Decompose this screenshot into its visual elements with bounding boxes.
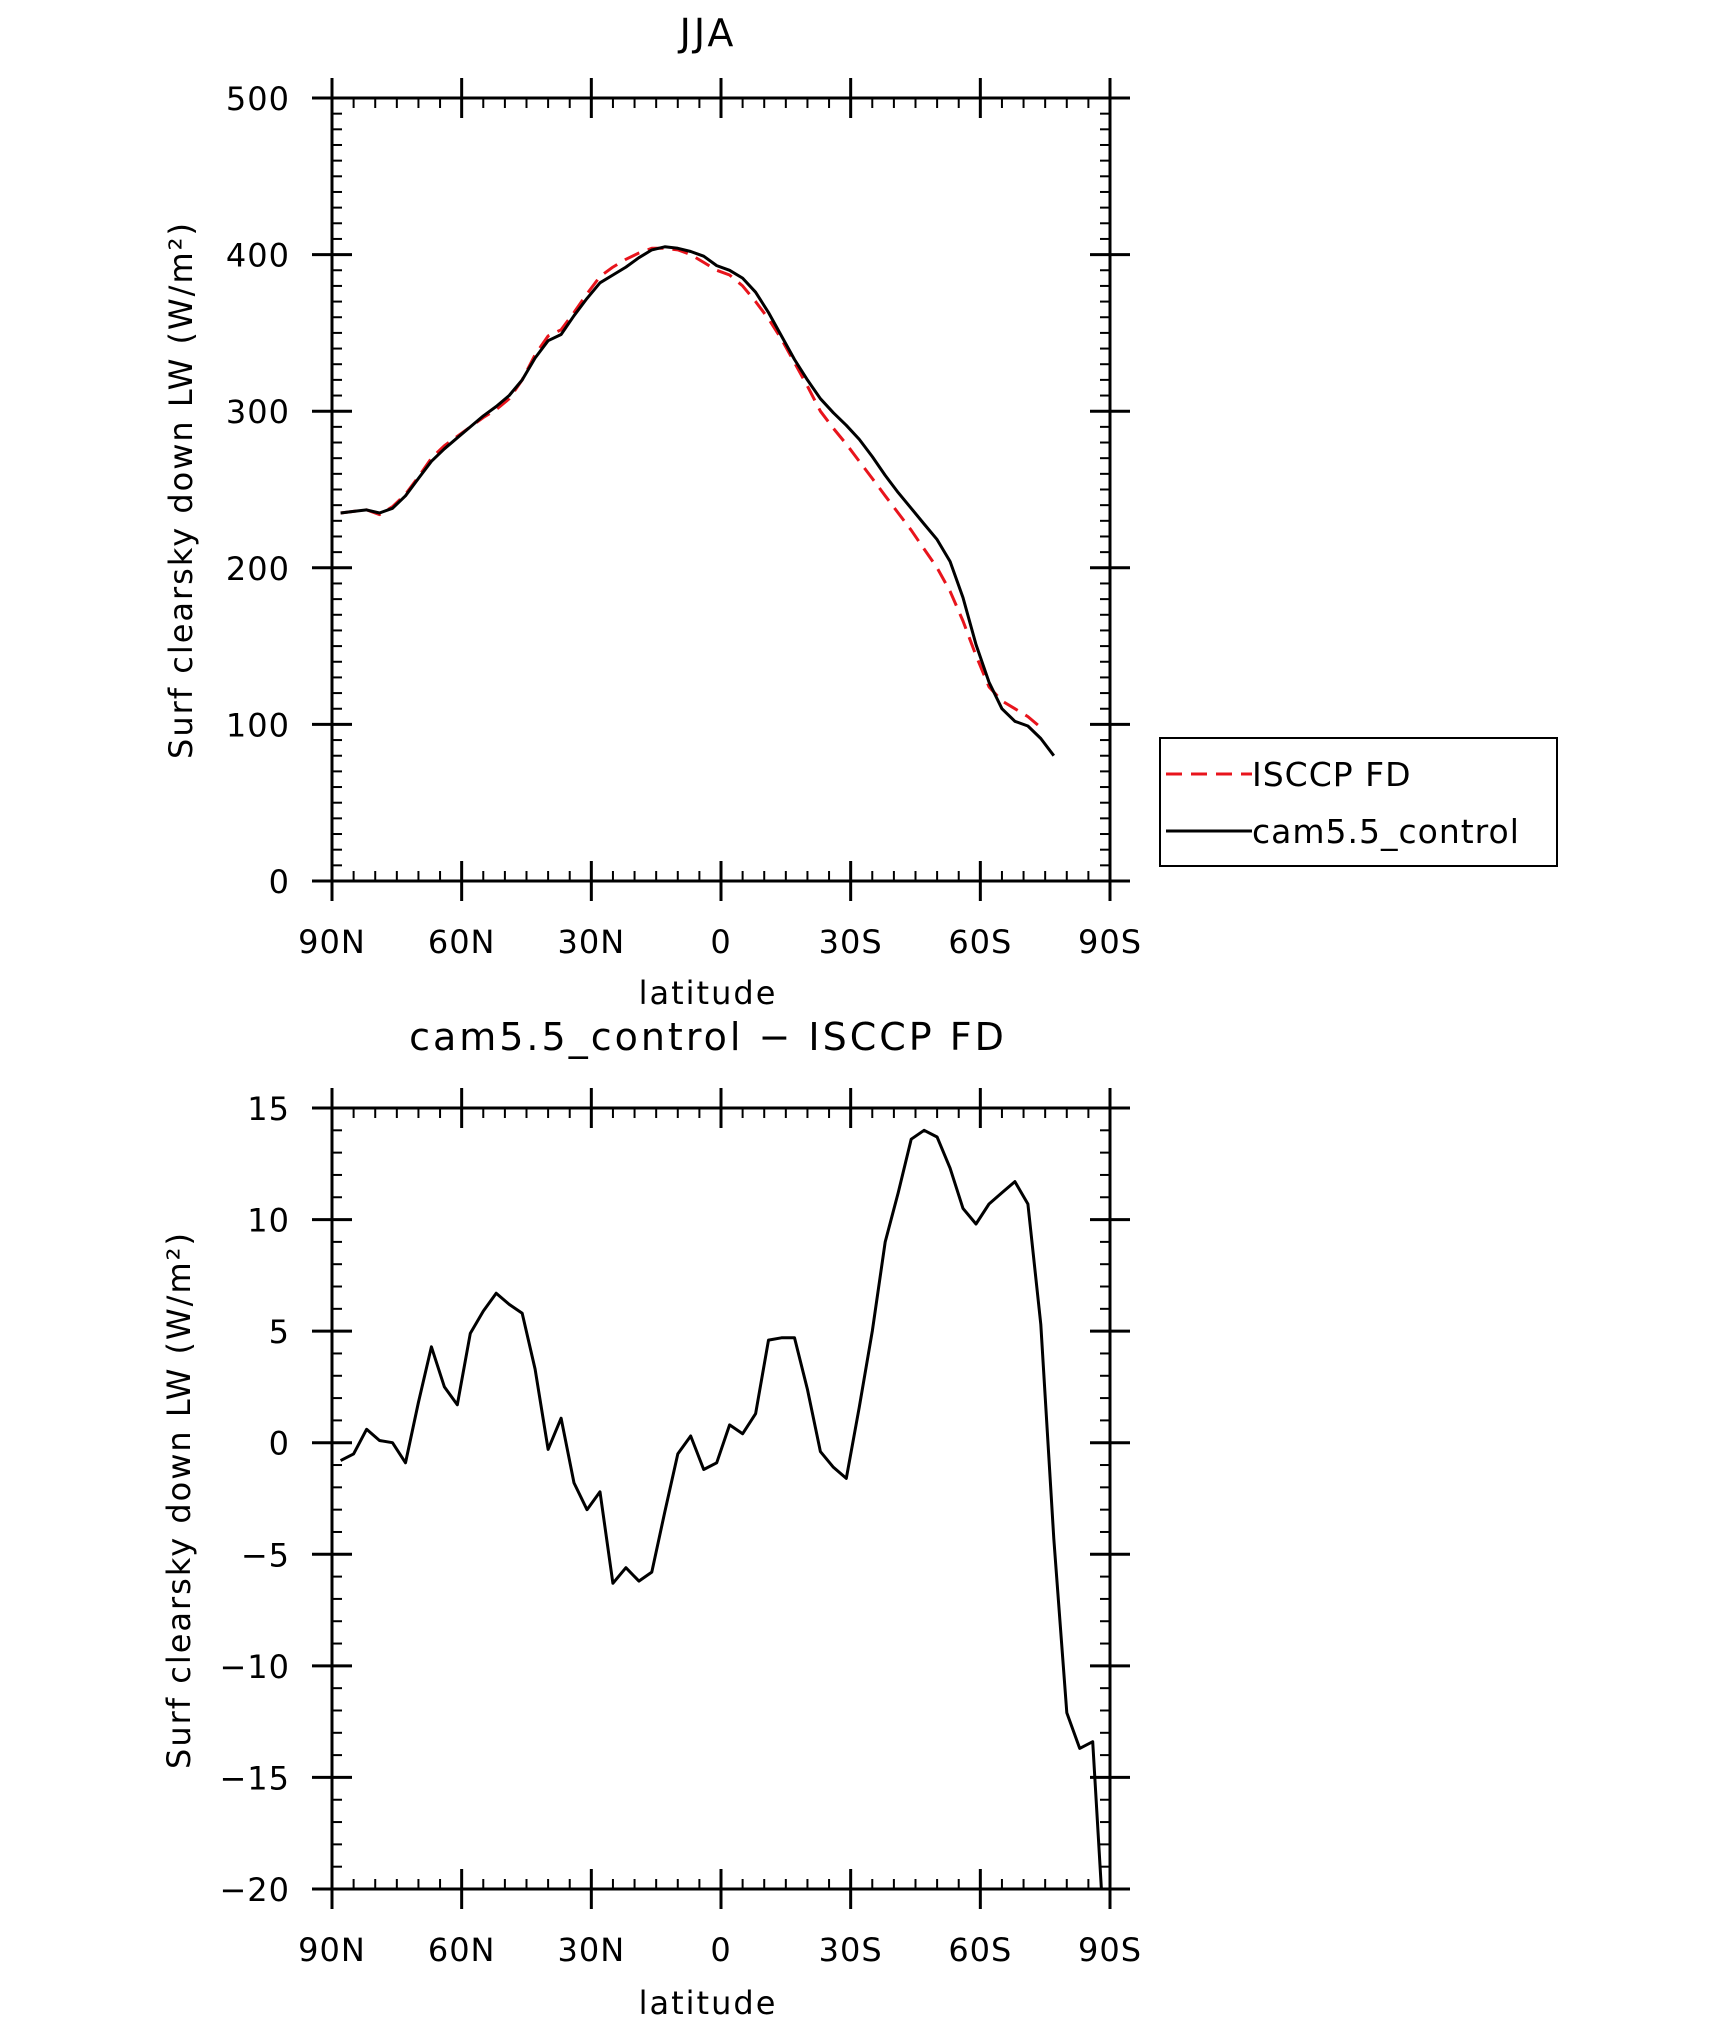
top-x-tick-label: 60S [948, 923, 1012, 961]
panel-bottom-difference: cam5.5_control − ISCCP FD latitude Surf … [160, 1015, 1142, 2021]
legend-label-cam5-5-control: cam5.5_control [1252, 812, 1520, 851]
bottom-x-tick-label: 60S [948, 1931, 1012, 1969]
top-chart-title: JJA [678, 11, 737, 55]
top-x-tick-label: 90S [1078, 923, 1142, 961]
top-y-tick-label: 200 [226, 550, 290, 588]
bottom-y-tick-label: −20 [219, 1871, 290, 1909]
bottom-axis-ticks: −20 −15 −10 −5 0 5 10 15 90N 60N 30N 0 30S 60S 90S [219, 1088, 1142, 1969]
top-series-lines [340, 245, 1055, 757]
bottom-y-tick-label: −15 [219, 1759, 290, 1797]
top-axis-ticks: 0 100 200 300 400 500 90N 60N 30N 0 30S 60S 90S [226, 78, 1142, 961]
top-x-tick-label: 60N [428, 923, 496, 961]
top-y-tick-label: 0 [269, 863, 290, 901]
bottom-y-tick-label: 15 [247, 1090, 290, 1128]
top-series-line-isccp-fd [340, 246, 1042, 729]
top-x-tick-label: 30S [819, 923, 883, 961]
legend: ISCCP FD cam5.5_control [1159, 737, 1558, 867]
bottom-chart-title: cam5.5_control − ISCCP FD [409, 1015, 1007, 1059]
legend-label-isccp-fd: ISCCP FD [1252, 755, 1412, 794]
top-y-tick-label: 500 [226, 80, 290, 118]
top-x-tick-label: 30N [558, 923, 626, 961]
top-series-line-cam5-5-control [340, 245, 1055, 757]
panel-top-jja: JJA latitude Surf clearsky down LW (W/m²… [162, 11, 1558, 1012]
bottom-series-lines [339, 1128, 1103, 1890]
bottom-x-tick-label: 90S [1078, 1931, 1142, 1969]
top-plot-frame [330, 96, 1112, 883]
top-y-tick-label: 100 [226, 706, 290, 744]
bottom-x-tick-label: 60N [428, 1931, 496, 1969]
bottom-y-tick-label: −10 [219, 1648, 290, 1686]
bottom-plot-frame [330, 1106, 1112, 1891]
legend-box [1159, 737, 1558, 867]
top-y-axis-label: Surf clearsky down LW (W/m²) [162, 221, 200, 759]
bottom-x-axis-label: latitude [639, 1984, 778, 2021]
top-x-tick-label: 0 [710, 923, 731, 961]
top-y-tick-label: 300 [226, 393, 290, 431]
bottom-y-tick-label: 5 [269, 1313, 290, 1351]
top-x-axis-label: latitude [639, 974, 778, 1012]
bottom-y-tick-label: 10 [247, 1202, 290, 1240]
bottom-x-tick-label: 90N [298, 1931, 366, 1969]
bottom-y-tick-label: 0 [269, 1425, 290, 1463]
top-y-tick-label: 400 [226, 237, 290, 275]
bottom-x-tick-label: 0 [710, 1931, 731, 1969]
bottom-y-axis-label: Surf clearsky down LW (W/m²) [160, 1231, 198, 1769]
bottom-x-tick-label: 30N [558, 1931, 626, 1969]
bottom-y-tick-label: −5 [241, 1536, 290, 1574]
bottom-x-tick-label: 30S [819, 1931, 883, 1969]
bottom-series-line-cam5-5-control-isccp-fd [339, 1128, 1103, 1890]
top-x-tick-label: 90N [298, 923, 366, 961]
